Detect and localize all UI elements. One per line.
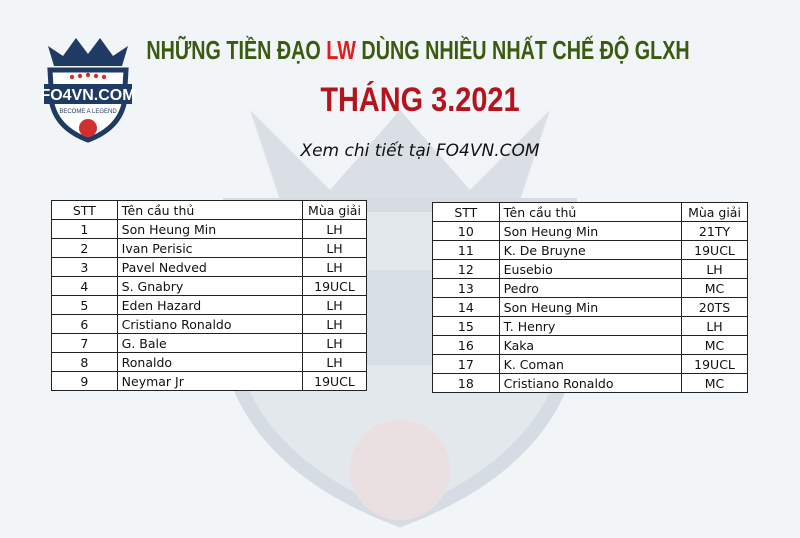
table-row: 6 Cristiano Ronaldo LH [51, 314, 367, 334]
season-cell: 19UCL [681, 240, 748, 260]
table-row: 12 Eusebio LH [432, 259, 748, 279]
logo-tagline: BECOME A LEGEND [59, 109, 117, 115]
player-cell: T. Henry [498, 316, 683, 336]
season-cell: MC [681, 278, 748, 298]
stt-cell: 11 [432, 240, 500, 260]
title-text: NHỮNG TIỀN ĐẠO [146, 35, 327, 65]
stt-cell: 16 [432, 335, 500, 355]
col-header-player: Tên cầu thủ [116, 200, 304, 220]
player-cell: Cristiano Ronaldo [116, 314, 304, 334]
col-header-stt: STT [432, 202, 500, 222]
player-cell: Pavel Nedved [116, 257, 304, 277]
player-cell: S. Gnabry [116, 276, 304, 296]
season-cell: 19UCL [302, 276, 367, 296]
table-row: 13 Pedro MC [432, 278, 748, 298]
player-cell: Son Heung Min [498, 221, 683, 241]
stt-cell: 18 [432, 373, 500, 393]
logo-brand: FO4VN.COM [40, 87, 135, 104]
stt-cell: 4 [51, 276, 118, 296]
table-row: 10 Son Heung Min 21TY [432, 221, 748, 241]
col-header-player: Tên cầu thủ [498, 202, 683, 222]
player-cell: Son Heung Min [498, 297, 683, 317]
title-highlight: LW [326, 35, 356, 65]
table-row: 17 K. Coman 19UCL [432, 354, 748, 374]
season-cell: LH [302, 333, 367, 353]
season-cell: 19UCL [681, 354, 748, 374]
col-header-season: Mùa giải [681, 202, 748, 222]
stt-cell: 2 [51, 238, 118, 258]
player-cell: Eusebio [498, 259, 683, 279]
stt-cell: 10 [432, 221, 500, 241]
table-row: 7 G. Bale LH [51, 333, 367, 353]
player-cell: G. Bale [116, 333, 304, 353]
stt-cell: 17 [432, 354, 500, 374]
player-cell: Son Heung Min [116, 219, 304, 239]
player-cell: Ronaldo [116, 352, 304, 372]
player-cell: Neymar Jr [116, 371, 304, 391]
table-row: 5 Eden Hazard LH [51, 295, 367, 315]
player-cell: Kaka [498, 335, 683, 355]
table-row: 2 Ivan Perisic LH [51, 238, 367, 258]
stt-cell: 5 [51, 295, 118, 315]
player-cell: Ivan Perisic [116, 238, 304, 258]
stt-cell: 12 [432, 259, 500, 279]
season-cell: MC [681, 373, 748, 393]
table-row: 3 Pavel Nedved LH [51, 257, 367, 277]
player-cell: K. De Bruyne [498, 240, 683, 260]
season-cell: LH [302, 219, 367, 239]
stt-cell: 9 [51, 371, 118, 391]
subtitle-link: Xem chi tiết tại FO4VN.COM [300, 141, 540, 161]
stt-cell: 8 [51, 352, 118, 372]
season-cell: LH [681, 259, 748, 279]
stt-cell: 13 [432, 278, 500, 298]
season-cell: LH [302, 295, 367, 315]
table-row: 11 K. De Bruyne 19UCL [432, 240, 748, 260]
players-table-right: STT Tên cầu thủ Mùa giải 10 Son Heung Min… [432, 202, 748, 393]
table-row: 1 Son Heung Min LH [51, 219, 367, 239]
season-cell: LH [302, 257, 367, 277]
col-header-stt: STT [51, 200, 118, 220]
players-table-left: STT Tên cầu thủ Mùa giải 1 Son Heung Min L… [51, 200, 367, 391]
player-cell: Eden Hazard [116, 295, 304, 315]
player-cell: K. Coman [498, 354, 683, 374]
fo4vn-logo: FO4VN.COM BECOME A LEGEND [40, 38, 136, 143]
season-cell: 21TY [681, 221, 748, 241]
table-row: 9 Neymar Jr 19UCL [51, 371, 367, 391]
season-cell: LH [681, 316, 748, 336]
player-cell: Cristiano Ronaldo [498, 373, 683, 393]
season-cell: LH [302, 314, 367, 334]
table-row: 16 Kaka MC [432, 335, 748, 355]
col-header-season: Mùa giải [302, 200, 367, 220]
stt-cell: 1 [51, 219, 118, 239]
stt-cell: 3 [51, 257, 118, 277]
season-cell: MC [681, 335, 748, 355]
table-row: 14 Son Heung Min 20TS [432, 297, 748, 317]
page-title: NHỮNG TIỀN ĐẠO LW DÙNG NHIỀU NHẤT CHẾ ĐỘ… [114, 34, 722, 66]
table-row: 8 Ronaldo LH [51, 352, 367, 372]
stt-cell: 14 [432, 297, 500, 317]
table-row: 15 T. Henry LH [432, 316, 748, 336]
table-row: 18 Cristiano Ronaldo MC [432, 373, 748, 393]
stt-cell: 6 [51, 314, 118, 334]
season-cell: 19UCL [302, 371, 367, 391]
stt-cell: 7 [51, 333, 118, 353]
season-cell: 20TS [681, 297, 748, 317]
season-cell: LH [302, 352, 367, 372]
player-cell: Pedro [498, 278, 683, 298]
season-cell: LH [302, 238, 367, 258]
table-row: 4 S. Gnabry 19UCL [51, 276, 367, 296]
stt-cell: 15 [432, 316, 500, 336]
month-title: THÁNG 3.2021 [320, 81, 520, 119]
title-text-end: DÙNG NHIỀU NHẤT CHẾ ĐỘ GLXH [355, 35, 690, 65]
